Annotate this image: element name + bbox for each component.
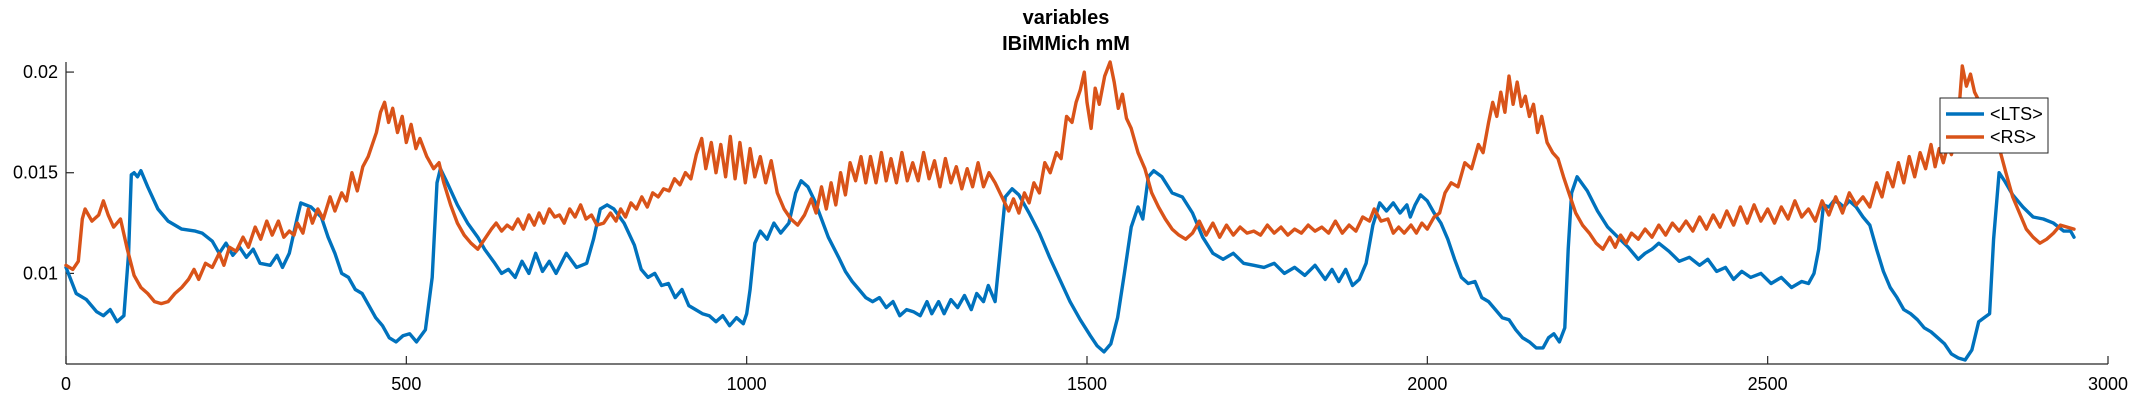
x-tick-label: 2500 <box>1748 374 1788 394</box>
legend-entry-label: <RS> <box>1990 127 2036 147</box>
x-tick-label: 1500 <box>1067 374 1107 394</box>
x-tick-label: 1000 <box>727 374 767 394</box>
legend-box <box>1939 97 2049 154</box>
x-tick-label: 3000 <box>2088 374 2128 394</box>
plot-axes: 0 500 1000 1500 2000 2500 3000 0.01 0.015 0.02 <box>13 62 2128 394</box>
series-line-rs <box>64 60 2076 306</box>
series-line-lts <box>64 167 2076 362</box>
y-tick-label: 0.02 <box>23 62 58 82</box>
chart-subtitle: IBiMMich mM <box>1002 33 1130 55</box>
legend[interactable]: <LTS> <RS> <box>1939 97 2049 154</box>
x-tick-label: 0 <box>61 374 71 394</box>
plot-lines <box>64 60 2076 362</box>
legend-entry-label: <LTS> <box>1990 104 2043 124</box>
x-tick-label: 500 <box>391 374 421 394</box>
chart-title: variables <box>1023 7 1110 29</box>
y-tick-label: 0.01 <box>23 263 58 283</box>
y-tick-label: 0.015 <box>13 163 58 183</box>
x-tick-label: 2000 <box>1407 374 1447 394</box>
